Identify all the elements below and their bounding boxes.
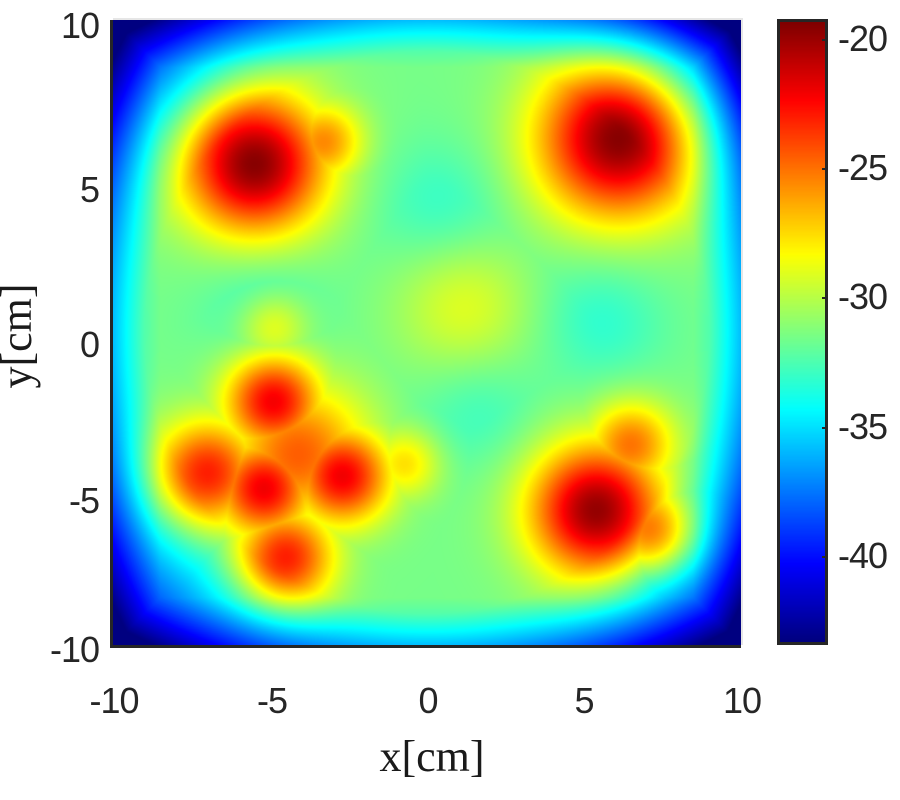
colorbar-tick-mark — [822, 555, 828, 558]
x-tick-label: 10 — [722, 680, 762, 721]
colorbar-tick-label: -40 — [838, 534, 888, 576]
x-tick-label: 5 — [574, 680, 594, 721]
x-axis-line — [110, 645, 741, 648]
colorbar — [777, 19, 828, 645]
y-tick-label: -10 — [49, 629, 100, 670]
colorbar-tick-mark — [822, 168, 828, 171]
x-tick-label: -5 — [256, 680, 288, 721]
y-tick-label: 10 — [60, 5, 100, 46]
y-axis-line — [110, 20, 113, 648]
colorbar-tick-mark — [822, 426, 828, 429]
axis-right-border — [741, 18, 743, 645]
x-axis-label: x[cm] — [379, 732, 485, 781]
colorbar-tick-mark — [822, 297, 828, 300]
heatmap-image — [113, 20, 741, 645]
y-tick-label: 5 — [79, 169, 100, 210]
y-tick-label: 0 — [79, 324, 100, 365]
colorbar-gradient — [780, 22, 825, 642]
colorbar-tick-label: -35 — [838, 405, 888, 447]
y-tick-label: -5 — [68, 480, 100, 521]
heatmap-plot-area — [110, 18, 743, 648]
x-tick-label: -10 — [89, 680, 139, 721]
colorbar-tick-label: -30 — [838, 276, 888, 318]
colorbar-tick-mark — [822, 39, 828, 42]
colorbar-tick-label: -25 — [838, 147, 888, 189]
y-axis-label: y[cm] — [0, 283, 41, 389]
axis-top-border — [113, 18, 741, 20]
x-tick-label: 0 — [418, 680, 438, 721]
colorbar-tick-label: -20 — [838, 18, 888, 60]
